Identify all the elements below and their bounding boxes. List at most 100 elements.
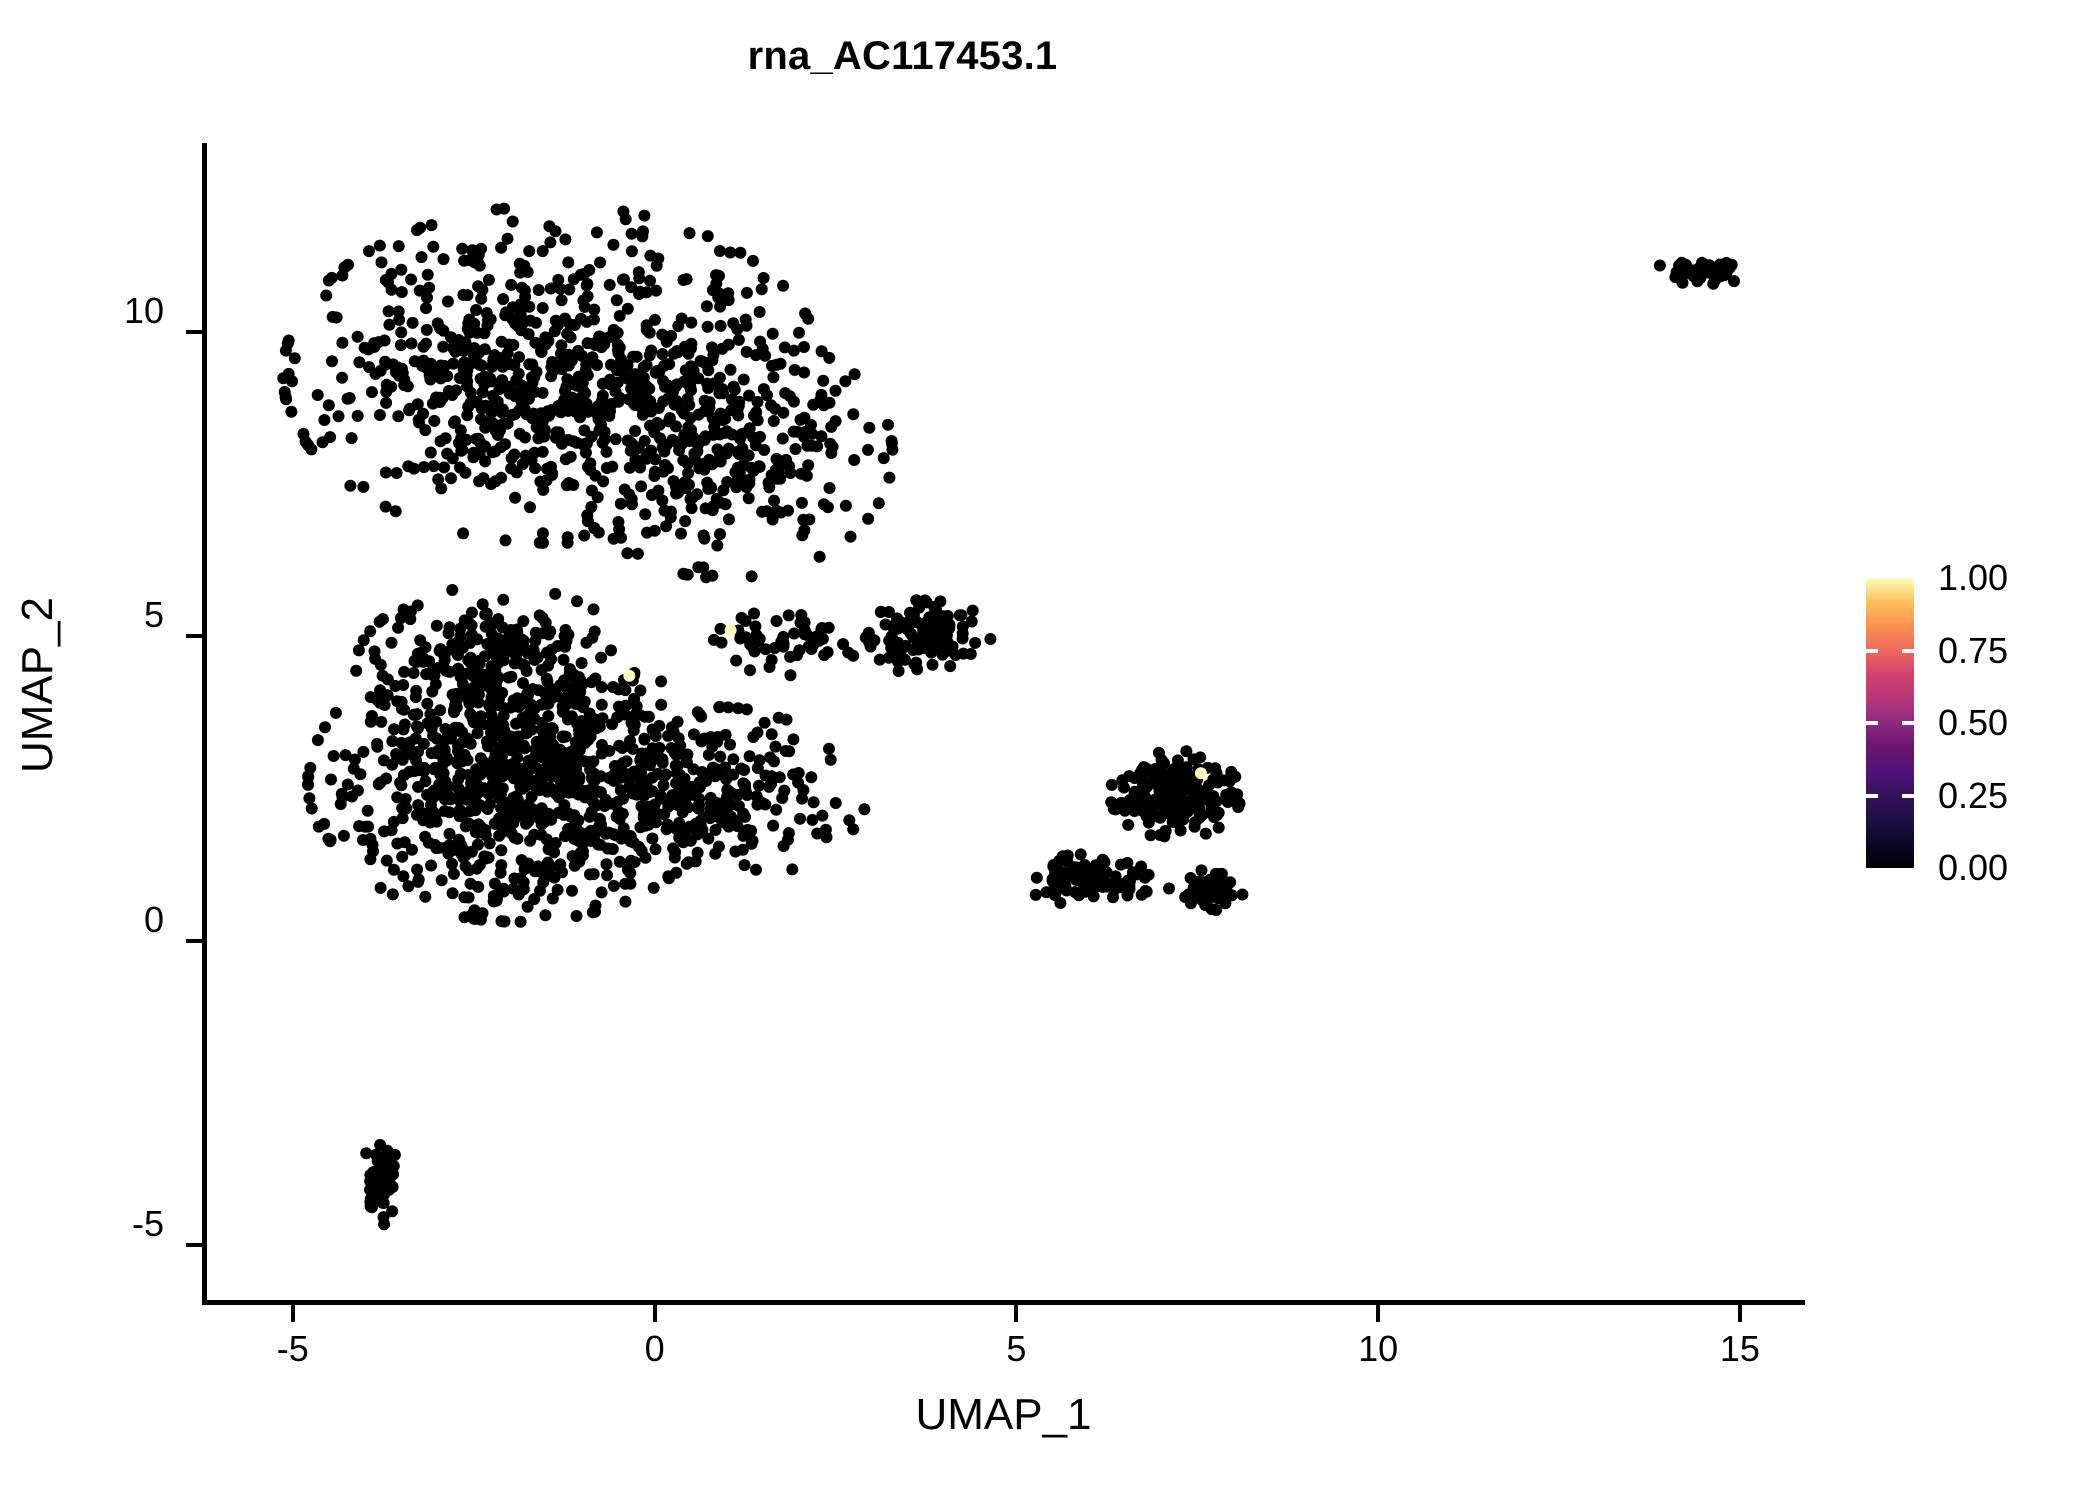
scatter-point (1229, 770, 1242, 783)
scatter-point (551, 749, 564, 762)
scatter-point (737, 373, 750, 386)
scatter-point (483, 700, 496, 713)
scatter-point (783, 460, 796, 473)
scatter-point (595, 886, 608, 899)
scatter-point (432, 364, 445, 376)
scatter-point (663, 358, 676, 371)
scatter-point (405, 337, 418, 350)
scatter-point (732, 702, 745, 715)
scatter-point (610, 294, 623, 307)
scatter-point (336, 336, 349, 349)
scatter-point (685, 342, 697, 355)
scatter-point (512, 730, 524, 743)
scatter-point (412, 875, 425, 888)
scatter-point (417, 737, 430, 750)
scatter-point (823, 351, 836, 364)
scatter-point (388, 723, 400, 736)
scatter-point (564, 450, 577, 463)
scatter-point (646, 723, 659, 736)
scatter-point (668, 398, 681, 411)
scatter-point (742, 492, 755, 505)
scatter-point (648, 470, 661, 482)
scatter-point (489, 724, 502, 737)
scatter-point (672, 486, 684, 499)
scatter-point (714, 300, 727, 313)
scatter-point (794, 812, 806, 825)
scatter-point (635, 747, 648, 760)
scatter-point (724, 363, 737, 376)
scatter-point (1163, 882, 1175, 895)
scatter-point (580, 437, 593, 450)
scatter-point (542, 843, 555, 856)
scatter-point (644, 395, 657, 408)
scatter-point (435, 482, 448, 495)
scatter-point (702, 832, 715, 845)
scatter-point (517, 615, 530, 628)
scatter-point (377, 1197, 390, 1209)
scatter-point (385, 636, 398, 649)
scatter-point (798, 524, 811, 537)
scatter-point (437, 767, 450, 780)
x-tick-label: 15 (1719, 1328, 1760, 1369)
scatter-point (445, 729, 458, 742)
scatter-point (1029, 888, 1042, 901)
y-axis-title: UMAP_2 (13, 596, 62, 774)
scatter-point (839, 499, 852, 512)
scatter-point (552, 273, 565, 286)
scatter-point (450, 701, 463, 714)
scatter-point (566, 764, 578, 777)
scatter-point (557, 808, 570, 821)
scatter-point (820, 831, 833, 844)
scatter-point (680, 756, 693, 769)
scatter-point (562, 828, 575, 841)
scatter-point (425, 722, 438, 735)
scatter-point (663, 412, 676, 425)
scatter-point (412, 799, 425, 812)
scatter-point (713, 701, 726, 714)
scatter-point (844, 530, 857, 543)
scatter-point (1195, 864, 1208, 877)
scatter-point (545, 403, 558, 416)
scatter-point (574, 673, 587, 686)
scatter-point (1177, 802, 1190, 815)
scatter-point (558, 393, 571, 406)
scatter-point (422, 836, 435, 849)
scatter-point (671, 378, 683, 391)
scatter-point (615, 832, 628, 845)
scatter-point (476, 283, 489, 296)
scatter-point (316, 436, 329, 449)
scatter-point (772, 711, 785, 724)
scatter-point (740, 286, 753, 299)
scatter-point (373, 696, 386, 709)
scatter-point (706, 378, 719, 391)
scatter-point (928, 601, 941, 613)
scatter-point (432, 473, 445, 486)
scatter-point (604, 358, 617, 371)
scatter-point (621, 547, 634, 560)
scatter-point (559, 385, 571, 397)
scatter-point (417, 407, 430, 420)
scatter-point (526, 384, 539, 397)
scatter-point (533, 784, 546, 797)
scatter-point (555, 294, 568, 307)
scatter-point (767, 819, 780, 832)
scatter-point (319, 721, 331, 734)
scatter-point (611, 338, 624, 351)
scatter-point (509, 628, 522, 641)
scatter-point (738, 449, 751, 461)
scatter-point (759, 643, 772, 656)
scatter-point (956, 632, 969, 645)
scatter-point (743, 750, 756, 763)
scatter-point (398, 665, 411, 678)
scatter-point (789, 443, 802, 455)
scatter-point (586, 631, 599, 644)
x-axis-line (202, 1300, 1805, 1305)
scatter-point (806, 427, 818, 440)
scatter-point (581, 784, 594, 797)
scatter-point (467, 451, 480, 464)
scatter-point (458, 891, 471, 904)
scatter-point (524, 834, 537, 847)
scatter-point (740, 345, 753, 358)
scatter-point (504, 701, 517, 714)
scatter-point (731, 323, 744, 336)
